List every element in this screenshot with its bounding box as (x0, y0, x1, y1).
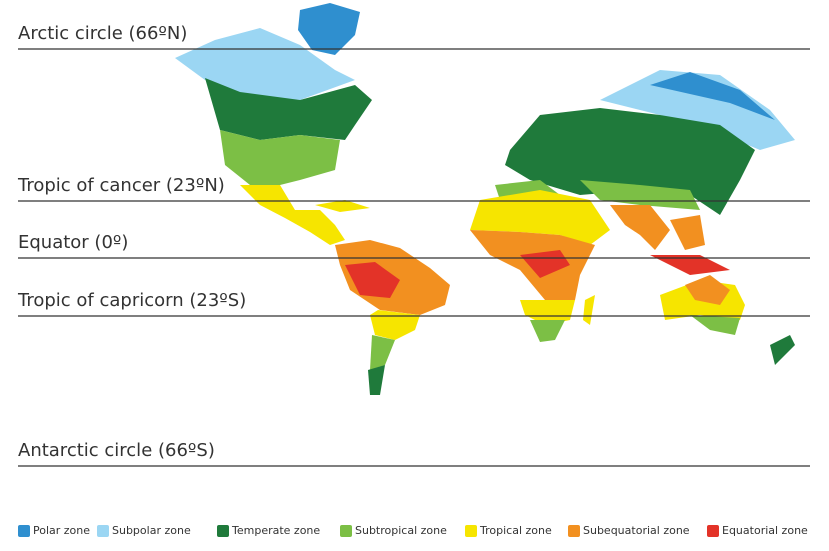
legend-label: Tropical zone (479, 524, 552, 537)
legend-swatch (18, 525, 30, 537)
land-tropical (583, 295, 595, 325)
legend-label: Subpolar zone (112, 524, 191, 537)
land-equatorial (520, 250, 570, 278)
land-subtropical (220, 130, 340, 185)
legend-swatch (568, 525, 580, 537)
land-polar (298, 3, 360, 55)
legend-swatch (707, 525, 719, 537)
land-subtropical (370, 335, 395, 370)
land-temperate (770, 335, 795, 365)
legend: Polar zone Subpolar zone Temperate zone Sub… (18, 524, 808, 537)
legend-swatch (340, 525, 352, 537)
land-tropical (370, 310, 420, 340)
land-temperate (205, 78, 372, 140)
latitude-label: Tropic of cancer (23ºN) (17, 175, 225, 196)
latitude-label: Arctic circle (66ºN) (18, 23, 187, 44)
land-tropical (520, 300, 575, 325)
land-temperate (368, 365, 385, 395)
latitude-label: Antarctic circle (66ºS) (18, 440, 215, 461)
continents (175, 3, 795, 395)
legend-label: Temperate zone (231, 524, 320, 537)
land-subequatorial (685, 275, 730, 305)
legend-swatch (97, 525, 109, 537)
land-subpolar (175, 28, 355, 100)
latitude-label: Tropic of capricorn (23ºS) (17, 290, 246, 311)
land-subpolar (600, 70, 795, 150)
land-subtropical (530, 320, 565, 342)
legend-swatch (217, 525, 229, 537)
land-subequatorial (670, 215, 705, 250)
land-temperate (505, 108, 755, 215)
latitude-lines: Arctic circle (66ºN) Tropic of cancer (23… (17, 23, 810, 467)
land-subequatorial (610, 205, 670, 250)
legend-label: Subtropical zone (355, 524, 447, 537)
legend-label: Polar zone (33, 524, 90, 537)
land-subtropical (580, 180, 700, 210)
land-equatorial (345, 262, 400, 298)
legend-label: Equatorial zone (722, 524, 808, 537)
land-tropical (470, 190, 610, 245)
land-polar (650, 72, 775, 120)
land-tropical (240, 185, 345, 245)
legend-swatch (465, 525, 477, 537)
land-equatorial (650, 255, 730, 275)
land-subtropical (690, 315, 740, 335)
latitude-label: Equator (0º) (18, 232, 128, 253)
legend-label: Subequatorial zone (583, 524, 690, 537)
land-tropical (315, 200, 370, 212)
